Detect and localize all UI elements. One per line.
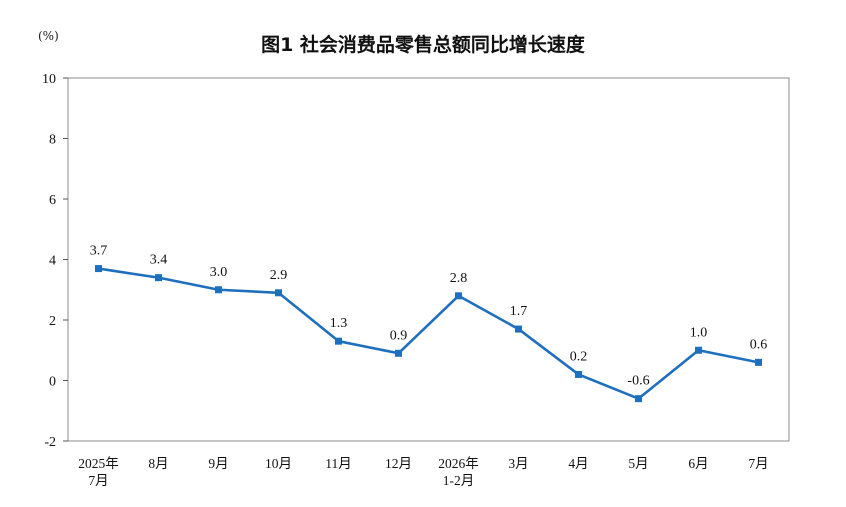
data-label: 3.4: [150, 253, 168, 268]
x-tick-label: 4月: [568, 456, 588, 471]
data-point: [275, 289, 282, 297]
y-tick-label: 8: [49, 133, 56, 148]
y-tick-label: 4: [49, 254, 56, 269]
data-point: [395, 349, 402, 357]
x-tick-label: 5月: [628, 456, 648, 471]
x-tick-label: 11月: [325, 456, 352, 471]
x-tick-label: 7月: [88, 473, 108, 488]
data-label: 1.7: [510, 304, 528, 319]
x-tick-label: 2025年: [78, 456, 119, 471]
data-point: [95, 265, 102, 273]
x-tick-label: 6月: [688, 456, 708, 471]
data-label: 0.2: [570, 349, 588, 364]
data-label: 3.0: [210, 265, 228, 280]
x-tick-label: 10月: [265, 456, 292, 471]
y-tick-label: -2: [44, 435, 56, 450]
x-tick-label: 9月: [208, 456, 228, 471]
data-point: [695, 346, 702, 354]
data-point: [635, 395, 642, 403]
data-label: 1.3: [330, 316, 348, 331]
x-tick-label: 1-2月: [443, 473, 475, 488]
data-point: [755, 358, 762, 366]
data-label: 0.9: [390, 328, 408, 343]
y-tick-label: 10: [42, 72, 56, 87]
data-label: -0.6: [627, 374, 649, 389]
plot-frame: [67, 77, 790, 442]
data-point: [575, 370, 582, 378]
x-tick-label: 8月: [148, 456, 168, 471]
data-point: [515, 325, 522, 333]
x-tick-label: 7月: [748, 456, 768, 471]
data-point: [155, 274, 162, 282]
y-tick-label: 6: [49, 193, 56, 208]
data-label: 2.9: [270, 268, 288, 283]
data-label: 0.6: [750, 337, 768, 352]
data-label: 3.7: [90, 244, 108, 259]
chart-title: 图1 社会消费品零售总额同比增长速度: [261, 34, 585, 56]
y-axis-unit: (%): [38, 29, 59, 43]
data-label: 2.8: [450, 271, 468, 286]
y-tick-label: 2: [49, 314, 56, 329]
x-tick-label: 3月: [508, 456, 528, 471]
x-tick-label: 12月: [385, 456, 412, 471]
series-line: [98, 267, 759, 400]
data-label: 1.0: [690, 325, 708, 340]
data-point: [335, 337, 342, 345]
y-tick-label: 0: [49, 375, 56, 390]
data-point: [455, 292, 462, 300]
data-point: [215, 286, 222, 294]
x-tick-label: 2026年: [438, 456, 479, 471]
